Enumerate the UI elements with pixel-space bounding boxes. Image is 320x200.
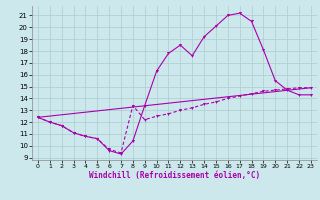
X-axis label: Windchill (Refroidissement éolien,°C): Windchill (Refroidissement éolien,°C): [89, 171, 260, 180]
